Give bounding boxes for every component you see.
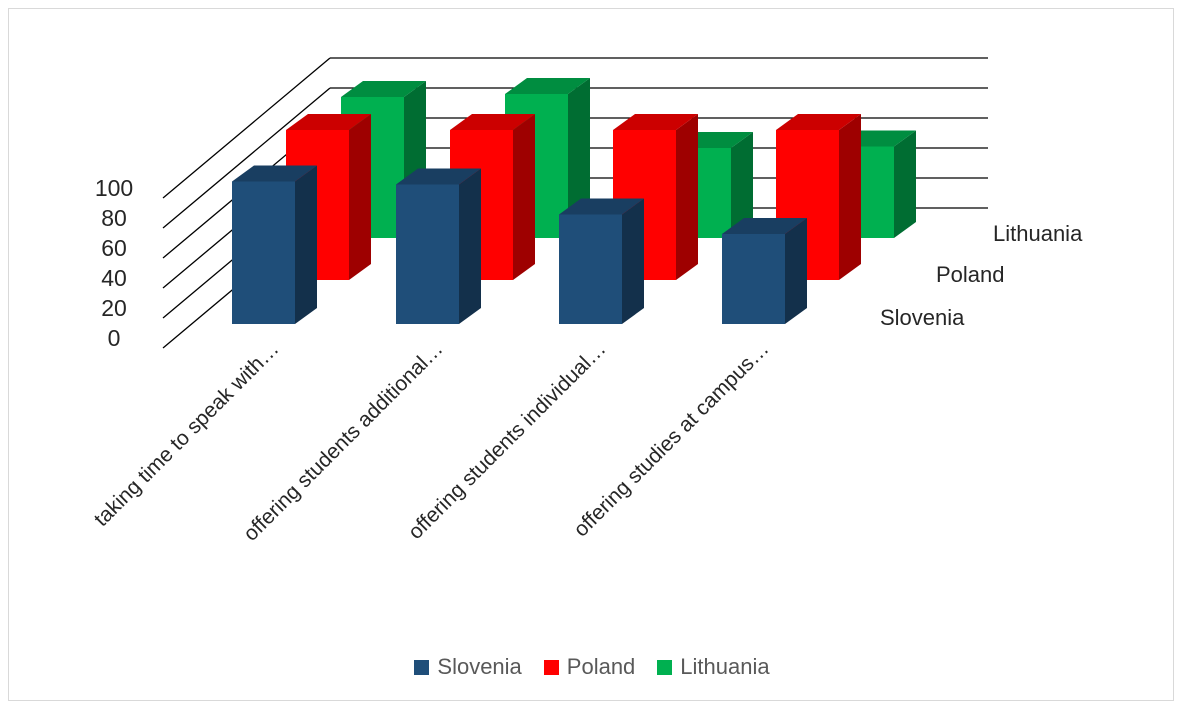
y-tick-label: 100 — [95, 175, 133, 201]
category-label-4: offering studies at campus… — [569, 337, 773, 541]
category-label-1: taking time to speak with… — [90, 337, 284, 531]
legend-swatch — [543, 659, 559, 675]
legend-swatch — [657, 659, 673, 675]
x-axis-labels: taking time to speak with… offering stude… — [90, 337, 774, 545]
y-tick-label: 80 — [101, 205, 127, 231]
depth-label-slovenia: Slovenia — [880, 305, 965, 330]
depth-axis-labels: Slovenia Poland Lithuania — [880, 221, 1083, 330]
category-label-3: offering students individual… — [404, 337, 611, 544]
y-tick-label: 40 — [101, 265, 127, 291]
chart-legend: Slovenia Poland Lithuania — [0, 654, 1184, 680]
chart-frame — [8, 8, 1174, 701]
bar-slovenia-1 — [232, 165, 317, 324]
legend-item-poland: Poland — [543, 654, 636, 680]
depth-label-lithuania: Lithuania — [993, 221, 1083, 246]
grid-wall-line — [162, 87, 331, 229]
bar-slovenia-2 — [396, 168, 481, 324]
legend-item-lithuania: Lithuania — [657, 654, 770, 680]
y-tick-label: 20 — [101, 295, 127, 321]
bar-slovenia-3 — [559, 198, 644, 324]
y-tick-label: 60 — [101, 235, 127, 261]
bar-slovenia-4 — [722, 218, 807, 324]
legend-label: Lithuania — [680, 654, 770, 679]
grid-wall-line — [162, 57, 331, 199]
y-axis-ticks: 0 20 40 60 80 100 — [95, 175, 133, 351]
legend-swatch — [414, 659, 430, 675]
depth-label-poland: Poland — [936, 262, 1005, 287]
chart-bars — [232, 78, 916, 324]
legend-label: Slovenia — [437, 654, 522, 679]
legend-label: Poland — [566, 654, 636, 679]
legend-item-slovenia: Slovenia — [414, 654, 522, 680]
y-tick-label: 0 — [108, 325, 121, 351]
